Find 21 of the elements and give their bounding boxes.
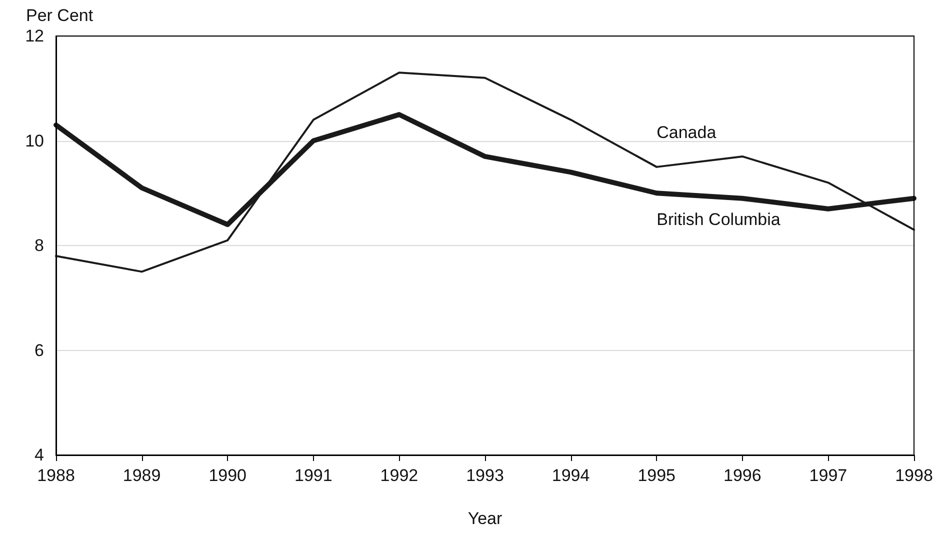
x-tick-label: 1997 — [809, 466, 848, 485]
x-tick-label: 1993 — [466, 466, 504, 485]
x-tick-label: 1990 — [208, 466, 247, 485]
x-tick-label: 1995 — [638, 466, 676, 485]
y-tick-label: 4 — [34, 446, 44, 464]
line-series — [55, 72, 915, 273]
y-tick-label: 8 — [34, 236, 44, 255]
x-tick-label: 1989 — [122, 466, 161, 485]
x-tick-label: 1992 — [380, 466, 418, 485]
y-tick-label: 10 — [25, 131, 44, 150]
x-axis-title: Year — [468, 509, 503, 528]
x-tick-label: 1994 — [552, 466, 590, 485]
x-tick-label: 1991 — [294, 466, 332, 485]
y-tick-label: 12 — [25, 26, 44, 46]
x-tick-label: 1988 — [37, 466, 75, 485]
series-label: Canada — [656, 122, 717, 142]
x-tick-label: 1998 — [895, 466, 933, 485]
y-axis-title: Per Cent — [26, 6, 94, 25]
y-tick-label: 6 — [34, 340, 44, 360]
x-tick-label: 1996 — [723, 466, 762, 485]
series-label: British Columbia — [656, 210, 781, 230]
